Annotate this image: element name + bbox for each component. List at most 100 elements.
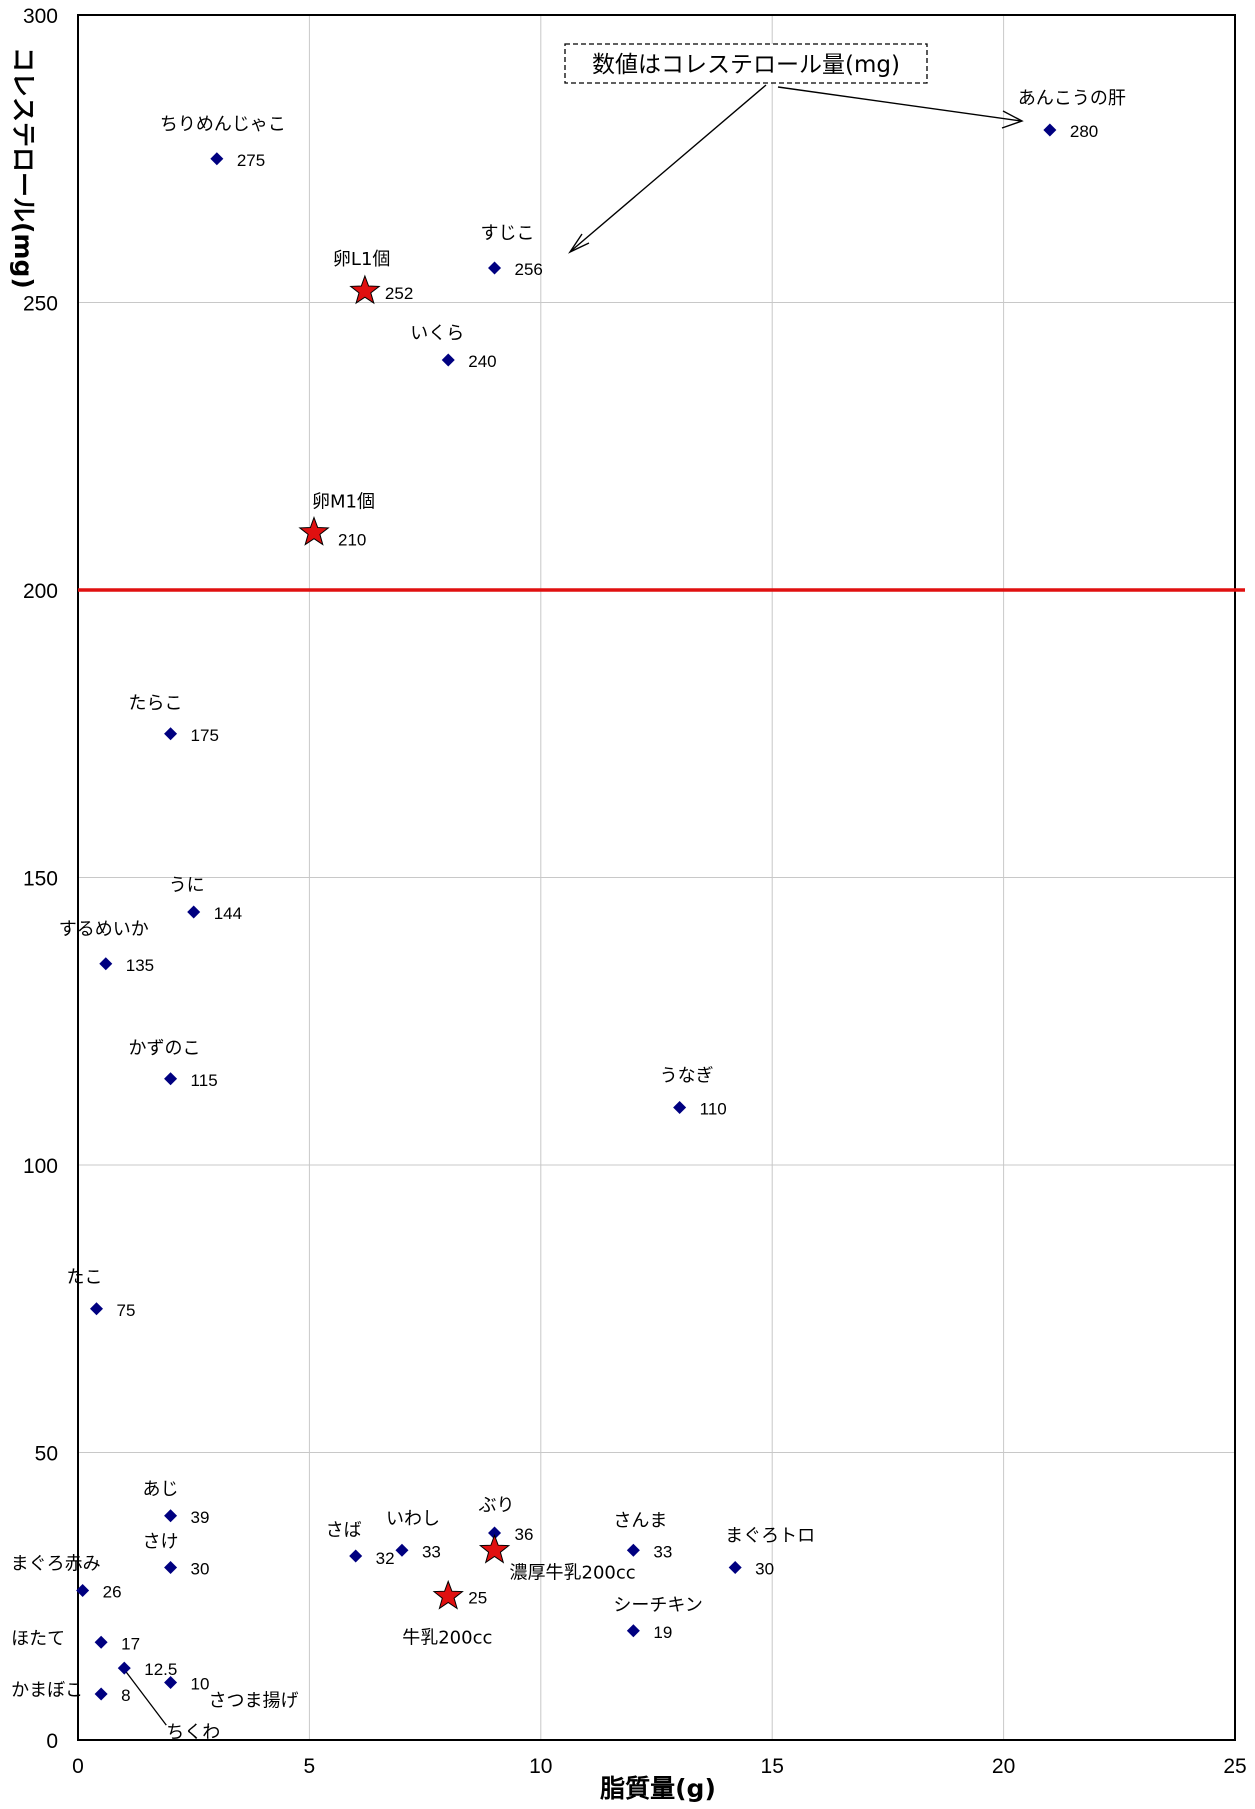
data-point-star xyxy=(298,516,330,546)
grid-lines xyxy=(78,15,1235,1740)
point-name-label: かまぼこ xyxy=(11,1680,83,1701)
point-value-label: 144 xyxy=(214,904,242,923)
point-value-label: 33 xyxy=(422,1542,441,1561)
data-point-diamond xyxy=(164,1072,178,1086)
y-tick-label: 250 xyxy=(23,293,58,316)
point-value-label: 32 xyxy=(376,1549,395,1568)
point-value-label: 39 xyxy=(191,1508,210,1527)
y-tick-labels: 0 50 100 150 200 250 300 xyxy=(23,5,58,1753)
point-value-label: 12.5 xyxy=(144,1660,177,1679)
data-point-diamond xyxy=(673,1101,687,1114)
x-tick-labels: 0 5 10 15 20 25 xyxy=(72,1755,1247,1778)
data-point-diamond xyxy=(99,957,113,971)
data-point-diamond xyxy=(626,1624,640,1638)
data-point-diamond xyxy=(626,1543,640,1557)
point-value-label: 17 xyxy=(121,1634,140,1653)
annotation: 数値はコレステロール量(mg) xyxy=(564,43,1024,254)
point-value-label: 210 xyxy=(338,531,366,550)
point-name-label: たらこ xyxy=(129,693,183,714)
annotation-arrows xyxy=(568,84,1024,254)
data-point-diamond xyxy=(728,1561,742,1574)
point-name-label: するめいか xyxy=(59,919,149,940)
point-name-label: うに xyxy=(169,875,205,896)
y-axis-title: コレステロール(mg) xyxy=(9,47,38,289)
data-point-diamond xyxy=(488,261,502,275)
x-tick-label: 15 xyxy=(761,1755,784,1778)
data-points xyxy=(76,123,1057,1701)
point-name-label: あんこうの肝 xyxy=(1018,88,1126,109)
data-point-diamond xyxy=(164,1509,178,1523)
point-name-label: ちくわ xyxy=(166,1722,220,1743)
data-point-diamond xyxy=(94,1687,108,1701)
data-point-diamond xyxy=(164,727,178,741)
y-tick-label: 50 xyxy=(35,1443,58,1466)
data-point-diamond xyxy=(488,1526,502,1540)
point-name-label: さけ xyxy=(143,1532,179,1553)
leader-lines xyxy=(125,1671,167,1726)
point-value-label: 252 xyxy=(385,284,413,303)
x-tick-label: 25 xyxy=(1223,1755,1246,1778)
point-value-label: 135 xyxy=(126,956,154,975)
x-tick-label: 10 xyxy=(529,1755,552,1778)
annotation-text: 数値はコレステロール量(mg) xyxy=(592,52,900,78)
point-value-label: 33 xyxy=(653,1542,672,1561)
point-value-label: 8 xyxy=(121,1686,130,1705)
data-point-diamond xyxy=(164,1561,178,1574)
data-point-diamond xyxy=(1043,123,1057,137)
point-name-label: さば xyxy=(326,1520,362,1541)
point-name-label: シーチキン xyxy=(613,1595,702,1616)
y-tick-label: 100 xyxy=(23,1155,58,1178)
data-point-diamond xyxy=(94,1635,108,1649)
point-name-label: いくら xyxy=(410,323,464,344)
y-tick-label: 200 xyxy=(23,580,58,603)
point-value-label: 280 xyxy=(1070,122,1098,141)
point-value-label: 30 xyxy=(755,1560,774,1579)
point-value-label: 75 xyxy=(117,1301,136,1320)
point-name-label: まぐろ赤み xyxy=(11,1554,101,1575)
point-value-label: 115 xyxy=(191,1071,218,1090)
point-value-label: 175 xyxy=(191,726,219,745)
data-point-star xyxy=(478,1533,511,1564)
data-point-diamond xyxy=(441,353,455,367)
data-point-diamond xyxy=(210,152,224,166)
x-axis-title: 脂質量(g) xyxy=(600,1774,716,1803)
data-point-star xyxy=(349,274,381,305)
point-value-label: 240 xyxy=(468,352,496,371)
point-name-label: たこ xyxy=(67,1267,103,1288)
data-point-diamond xyxy=(349,1549,363,1563)
data-point-diamond xyxy=(117,1661,131,1675)
point-name-label: 卵L1個 xyxy=(333,249,390,270)
chikuwa-leader-line xyxy=(125,1671,167,1726)
point-name-label: まぐろトロ xyxy=(725,1526,815,1547)
x-tick-label: 0 xyxy=(72,1755,84,1778)
point-value-label: 110 xyxy=(700,1100,727,1119)
point-name-label: さんま xyxy=(613,1510,667,1531)
data-point-diamond xyxy=(90,1302,104,1316)
data-point-star xyxy=(432,1579,464,1610)
point-name-label: ぶり xyxy=(479,1495,515,1516)
annotation-box xyxy=(564,43,928,84)
point-value-label: 19 xyxy=(653,1623,672,1642)
point-name-label: すじこ xyxy=(481,223,535,244)
y-tick-label: 150 xyxy=(23,868,58,891)
point-name-label: 卵M1個 xyxy=(312,492,375,513)
point-name-label: ほたて xyxy=(11,1628,65,1649)
data-point-diamond xyxy=(164,1676,178,1689)
point-value-label: 25 xyxy=(468,1588,487,1607)
point-name-label: いわし xyxy=(386,1508,440,1529)
data-point-diamond xyxy=(187,905,201,919)
point-value-label: 256 xyxy=(515,260,543,279)
x-tick-label: 5 xyxy=(304,1755,316,1778)
point-name-label: ちりめんじゃこ xyxy=(160,114,286,135)
y-tick-label: 0 xyxy=(46,1730,58,1753)
data-point-diamond xyxy=(395,1543,409,1557)
data-point-diamond xyxy=(76,1584,90,1597)
x-tick-label: 20 xyxy=(992,1755,1015,1778)
plot-frame xyxy=(77,14,1236,1741)
point-value-label: 10 xyxy=(191,1675,210,1694)
point-value-label: 36 xyxy=(515,1525,534,1544)
point-name-label: かずのこ xyxy=(129,1038,201,1059)
